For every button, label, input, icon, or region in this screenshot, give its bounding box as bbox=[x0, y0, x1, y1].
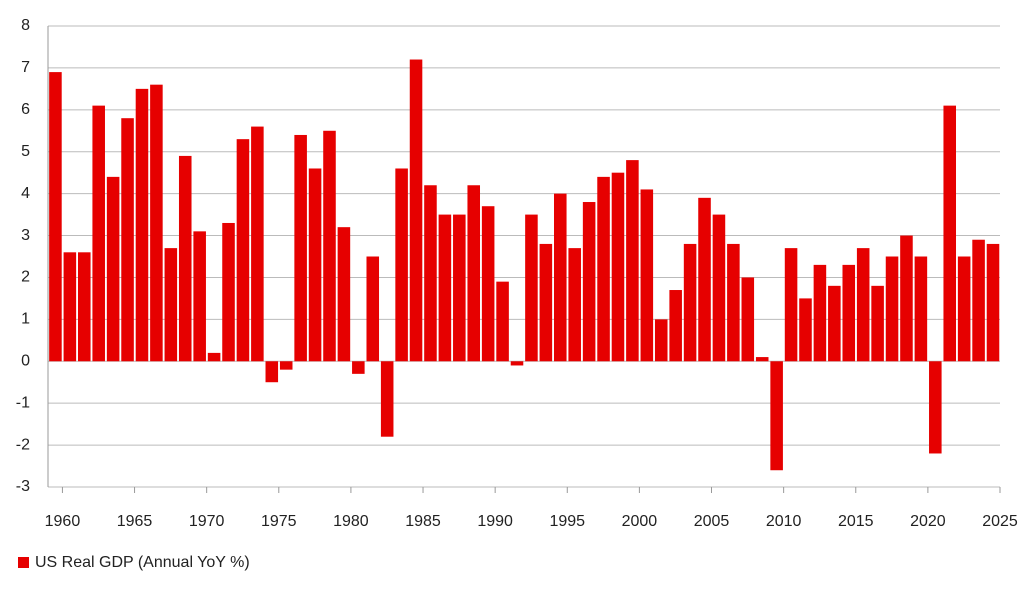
bar bbox=[150, 84, 163, 362]
x-tick-label: 1995 bbox=[549, 513, 585, 530]
bar bbox=[871, 285, 884, 362]
bar bbox=[698, 197, 711, 362]
bar bbox=[279, 361, 293, 370]
bar bbox=[741, 277, 755, 362]
bar bbox=[828, 285, 841, 362]
bar bbox=[986, 243, 1000, 362]
x-tick-label: 2000 bbox=[622, 513, 658, 530]
bar bbox=[929, 361, 942, 454]
x-tick-label: 2015 bbox=[838, 513, 874, 530]
bar bbox=[193, 231, 206, 362]
bar bbox=[337, 227, 351, 362]
legend-swatch bbox=[18, 557, 29, 568]
x-tick-label: 1970 bbox=[189, 513, 225, 530]
bar bbox=[294, 134, 307, 362]
bar bbox=[799, 298, 812, 362]
bar bbox=[885, 256, 899, 362]
bar bbox=[395, 168, 408, 362]
bar bbox=[539, 243, 553, 362]
x-tick-label: 2020 bbox=[910, 513, 946, 530]
bar bbox=[92, 105, 105, 362]
bar bbox=[222, 222, 235, 362]
bar bbox=[525, 214, 538, 362]
bar bbox=[106, 176, 120, 362]
y-tick-label: 1 bbox=[21, 311, 30, 328]
x-tick-label: 2025 bbox=[982, 513, 1018, 530]
x-tick-label: 1980 bbox=[333, 513, 369, 530]
x-tick-label: 2005 bbox=[694, 513, 730, 530]
y-tick-label: 6 bbox=[21, 101, 30, 118]
x-tick-label: 1985 bbox=[405, 513, 441, 530]
bar bbox=[554, 193, 567, 362]
bar bbox=[265, 361, 279, 383]
bar bbox=[626, 160, 639, 362]
x-tick-label: 1965 bbox=[117, 513, 153, 530]
bar bbox=[366, 256, 380, 362]
y-tick-label: 3 bbox=[21, 227, 30, 244]
bar bbox=[49, 72, 62, 362]
bar bbox=[640, 189, 654, 362]
bar bbox=[712, 214, 726, 362]
bar bbox=[207, 352, 221, 362]
bar bbox=[914, 256, 928, 362]
bar bbox=[900, 235, 913, 362]
bar bbox=[669, 290, 682, 362]
bar bbox=[784, 248, 798, 362]
bar bbox=[121, 118, 134, 362]
bar bbox=[323, 130, 336, 362]
bar bbox=[755, 357, 769, 362]
bar bbox=[178, 155, 192, 362]
bar bbox=[236, 139, 250, 362]
bar bbox=[770, 361, 783, 471]
x-tick-label: 2010 bbox=[766, 513, 802, 530]
bar bbox=[453, 214, 466, 362]
y-tick-label: 7 bbox=[21, 59, 30, 76]
y-tick-label: 0 bbox=[21, 352, 30, 369]
y-tick-label: 4 bbox=[21, 185, 30, 202]
bar bbox=[78, 252, 91, 362]
bar bbox=[972, 239, 985, 362]
bar bbox=[582, 202, 596, 362]
x-tick-label: 1990 bbox=[477, 513, 513, 530]
bar bbox=[727, 243, 740, 362]
bar bbox=[683, 243, 697, 362]
bar bbox=[481, 206, 495, 362]
bar bbox=[510, 361, 524, 366]
bar bbox=[380, 361, 394, 437]
bar bbox=[135, 88, 149, 362]
bar bbox=[352, 361, 365, 374]
x-tick-label: 1960 bbox=[45, 513, 81, 530]
bar bbox=[467, 185, 481, 362]
bar bbox=[409, 59, 423, 362]
bar bbox=[496, 281, 509, 362]
bar bbox=[251, 126, 264, 362]
bar bbox=[813, 264, 827, 362]
y-tick-label: 8 bbox=[21, 17, 30, 34]
bar bbox=[164, 248, 178, 362]
y-tick-label: -3 bbox=[16, 478, 30, 495]
y-tick-label: 2 bbox=[21, 269, 30, 286]
y-tick-label: -1 bbox=[16, 394, 30, 411]
bar bbox=[611, 172, 625, 362]
y-tick-label: -2 bbox=[16, 436, 30, 453]
bar bbox=[597, 176, 610, 362]
bar bbox=[438, 214, 452, 362]
bar bbox=[568, 248, 581, 362]
bar bbox=[63, 252, 77, 362]
bar bbox=[842, 264, 856, 362]
bar bbox=[654, 319, 668, 362]
x-tick-label: 1975 bbox=[261, 513, 297, 530]
y-tick-label: 5 bbox=[21, 143, 30, 160]
bar bbox=[308, 168, 322, 362]
bar bbox=[424, 185, 437, 362]
bar bbox=[856, 248, 870, 362]
bar bbox=[943, 105, 957, 362]
bar bbox=[957, 256, 971, 362]
legend-label: US Real GDP (Annual YoY %) bbox=[35, 554, 250, 571]
